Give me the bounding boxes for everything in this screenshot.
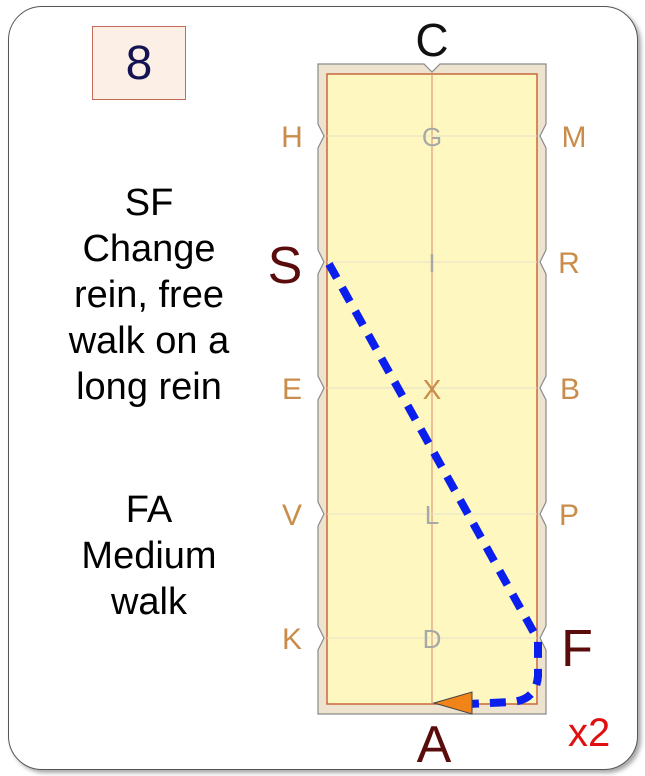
marker-E: E xyxy=(282,373,302,406)
instruction-line: Medium xyxy=(81,535,217,577)
step-number-box: 8 xyxy=(92,26,186,100)
instruction-line: Change xyxy=(82,228,216,270)
marker-D: D xyxy=(423,624,442,654)
marker-L: L xyxy=(425,500,439,530)
marker-M: M xyxy=(562,121,587,154)
route-path xyxy=(325,262,542,708)
instruction-line: walk xyxy=(110,581,188,623)
marker-P: P xyxy=(559,499,579,532)
marker-R: R xyxy=(558,247,580,280)
marker-K: K xyxy=(282,623,302,656)
instruction-line: long rein xyxy=(76,366,222,408)
marker-I: I xyxy=(428,248,435,278)
grid-lines xyxy=(327,135,537,639)
marker-B: B xyxy=(560,373,580,406)
direction-arrow-icon xyxy=(432,691,473,715)
instruction-block-2: FA Medium walk xyxy=(30,487,268,625)
marker-S: S xyxy=(268,237,303,295)
instruction-block-1: SF Change rein, free walk on a long rein xyxy=(30,180,268,410)
marker-G: G xyxy=(422,122,442,152)
marker-H: H xyxy=(281,121,303,154)
marker-X: X xyxy=(423,374,442,405)
instruction-line: SF xyxy=(124,182,174,224)
marker-V: V xyxy=(282,499,302,532)
marker-C: C xyxy=(415,14,448,66)
step-number: 8 xyxy=(125,36,153,90)
repeat-label: x2 xyxy=(568,711,611,755)
instruction-line: FA xyxy=(125,489,173,531)
marker-A: A xyxy=(417,716,452,774)
instruction-line: rein, free xyxy=(74,274,224,316)
marker-F: F xyxy=(561,620,593,678)
instruction-line: walk on a xyxy=(68,320,230,362)
